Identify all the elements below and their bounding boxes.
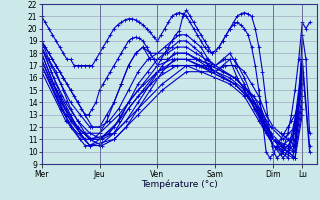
X-axis label: Température (°c): Température (°c) (141, 180, 218, 189)
